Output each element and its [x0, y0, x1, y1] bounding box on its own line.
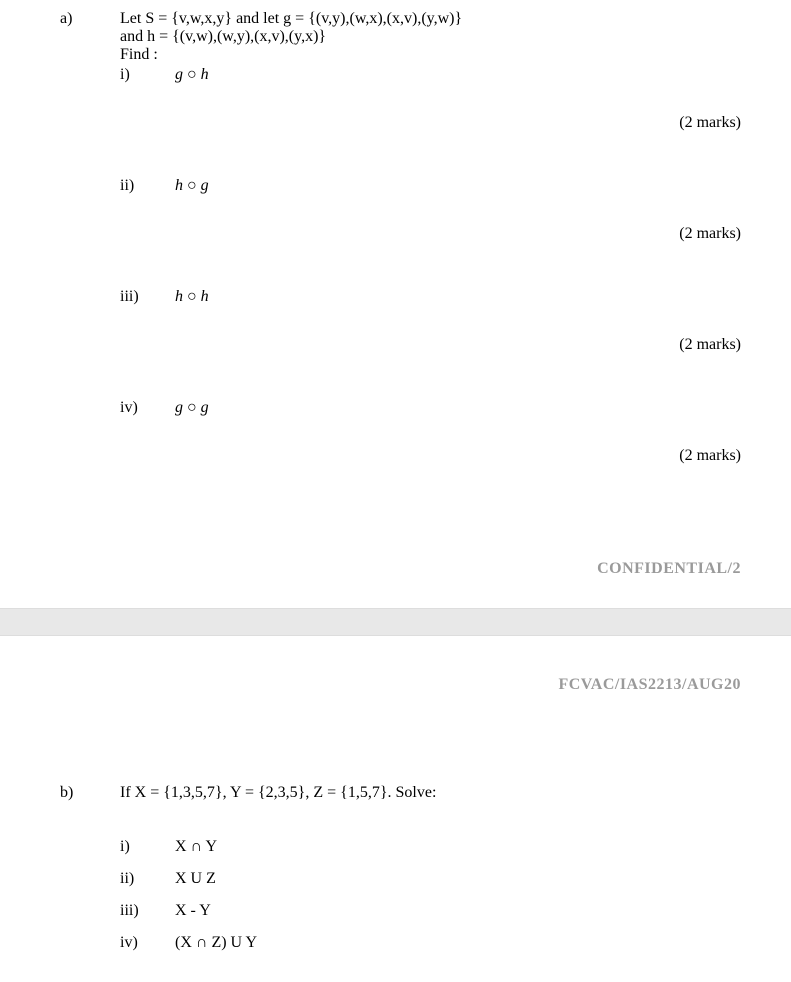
- qa-item-4-num: iv): [120, 399, 175, 417]
- question-b-label: b): [60, 784, 120, 802]
- qb-item-2-expr: X U Z: [175, 870, 216, 888]
- qa-item-3-marks: (2 marks): [120, 336, 751, 354]
- qa-item-2-expr: h ○ g: [175, 177, 751, 195]
- expr-a: h: [175, 177, 183, 194]
- qb-item-4-expr: (X ∩ Z) U Y: [175, 934, 257, 952]
- qb-item-3-num: iii): [120, 902, 175, 920]
- expr-op: ○: [183, 66, 201, 83]
- expr-op: ○: [183, 399, 201, 416]
- qa-item-2-num: ii): [120, 177, 175, 195]
- qa-intro-line3: Find :: [120, 46, 751, 64]
- expr-op: ○: [183, 288, 201, 305]
- page-2-header: FCVAC/IAS2213/AUG20: [60, 676, 751, 694]
- qa-item-4-expr: g ○ g: [175, 399, 751, 417]
- qb-item-1: i) X ∩ Y: [120, 838, 751, 856]
- expr-b: g: [201, 399, 209, 416]
- expr-b: h: [201, 66, 209, 83]
- question-a: a) Let S = {v,w,x,y} and let g = {(v,y),…: [60, 10, 751, 510]
- expr-b: g: [201, 177, 209, 194]
- qb-item-3: iii) X - Y: [120, 902, 751, 920]
- expr-op: ○: [183, 177, 201, 194]
- qa-item-3: iii) h ○ h: [120, 288, 751, 306]
- page-separator: [0, 608, 791, 636]
- qb-item-1-expr: X ∩ Y: [175, 838, 217, 856]
- qa-item-4: iv) g ○ g: [120, 399, 751, 417]
- qa-item-1: i) g ○ h: [120, 66, 751, 84]
- qa-item-4-marks: (2 marks): [120, 447, 751, 465]
- qa-item-3-expr: h ○ h: [175, 288, 751, 306]
- question-a-label: a): [60, 10, 120, 28]
- expr-a: g: [175, 66, 183, 83]
- qb-item-2: ii) X U Z: [120, 870, 751, 888]
- expr-a: g: [175, 399, 183, 416]
- qa-item-1-marks: (2 marks): [120, 114, 751, 132]
- question-b-content: If X = {1,3,5,7}, Y = {2,3,5}, Z = {1,5,…: [120, 784, 751, 952]
- qb-item-1-num: i): [120, 838, 175, 856]
- expr-a: h: [175, 288, 183, 305]
- qb-intro: If X = {1,3,5,7}, Y = {2,3,5}, Z = {1,5,…: [120, 784, 751, 802]
- qb-item-4-num: iv): [120, 934, 175, 952]
- question-a-content: Let S = {v,w,x,y} and let g = {(v,y),(w,…: [120, 10, 751, 510]
- expr-b: h: [201, 288, 209, 305]
- page-1-footer: CONFIDENTIAL/2: [60, 560, 751, 578]
- qa-intro-line1: Let S = {v,w,x,y} and let g = {(v,y),(w,…: [120, 10, 751, 28]
- question-b: b) If X = {1,3,5,7}, Y = {2,3,5}, Z = {1…: [60, 784, 751, 952]
- qa-item-1-expr: g ○ h: [175, 66, 751, 84]
- qb-item-4: iv) (X ∩ Z) U Y: [120, 934, 751, 952]
- qa-item-2-marks: (2 marks): [120, 225, 751, 243]
- qb-item-3-expr: X - Y: [175, 902, 211, 920]
- page-1: a) Let S = {v,w,x,y} and let g = {(v,y),…: [0, 0, 791, 608]
- qa-item-3-num: iii): [120, 288, 175, 306]
- qa-item-2: ii) h ○ g: [120, 177, 751, 195]
- qa-intro-line2: and h = {(v,w),(w,y),(x,v),(y,x)}: [120, 28, 751, 46]
- qb-item-2-num: ii): [120, 870, 175, 888]
- page-2: FCVAC/IAS2213/AUG20 b) If X = {1,3,5,7},…: [0, 636, 791, 982]
- qa-item-1-num: i): [120, 66, 175, 84]
